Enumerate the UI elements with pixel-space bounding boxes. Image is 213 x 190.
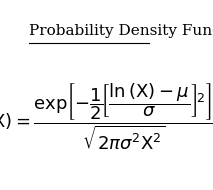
Text: Probability Density Function: Probability Density Function [29,24,213,38]
Text: $\mathrm{f}\left(\mathrm{X}\right)=\dfrac{\exp\!\left[-\dfrac{1}{2}\!\left[\dfra: $\mathrm{f}\left(\mathrm{X}\right)=\dfra… [0,82,213,153]
